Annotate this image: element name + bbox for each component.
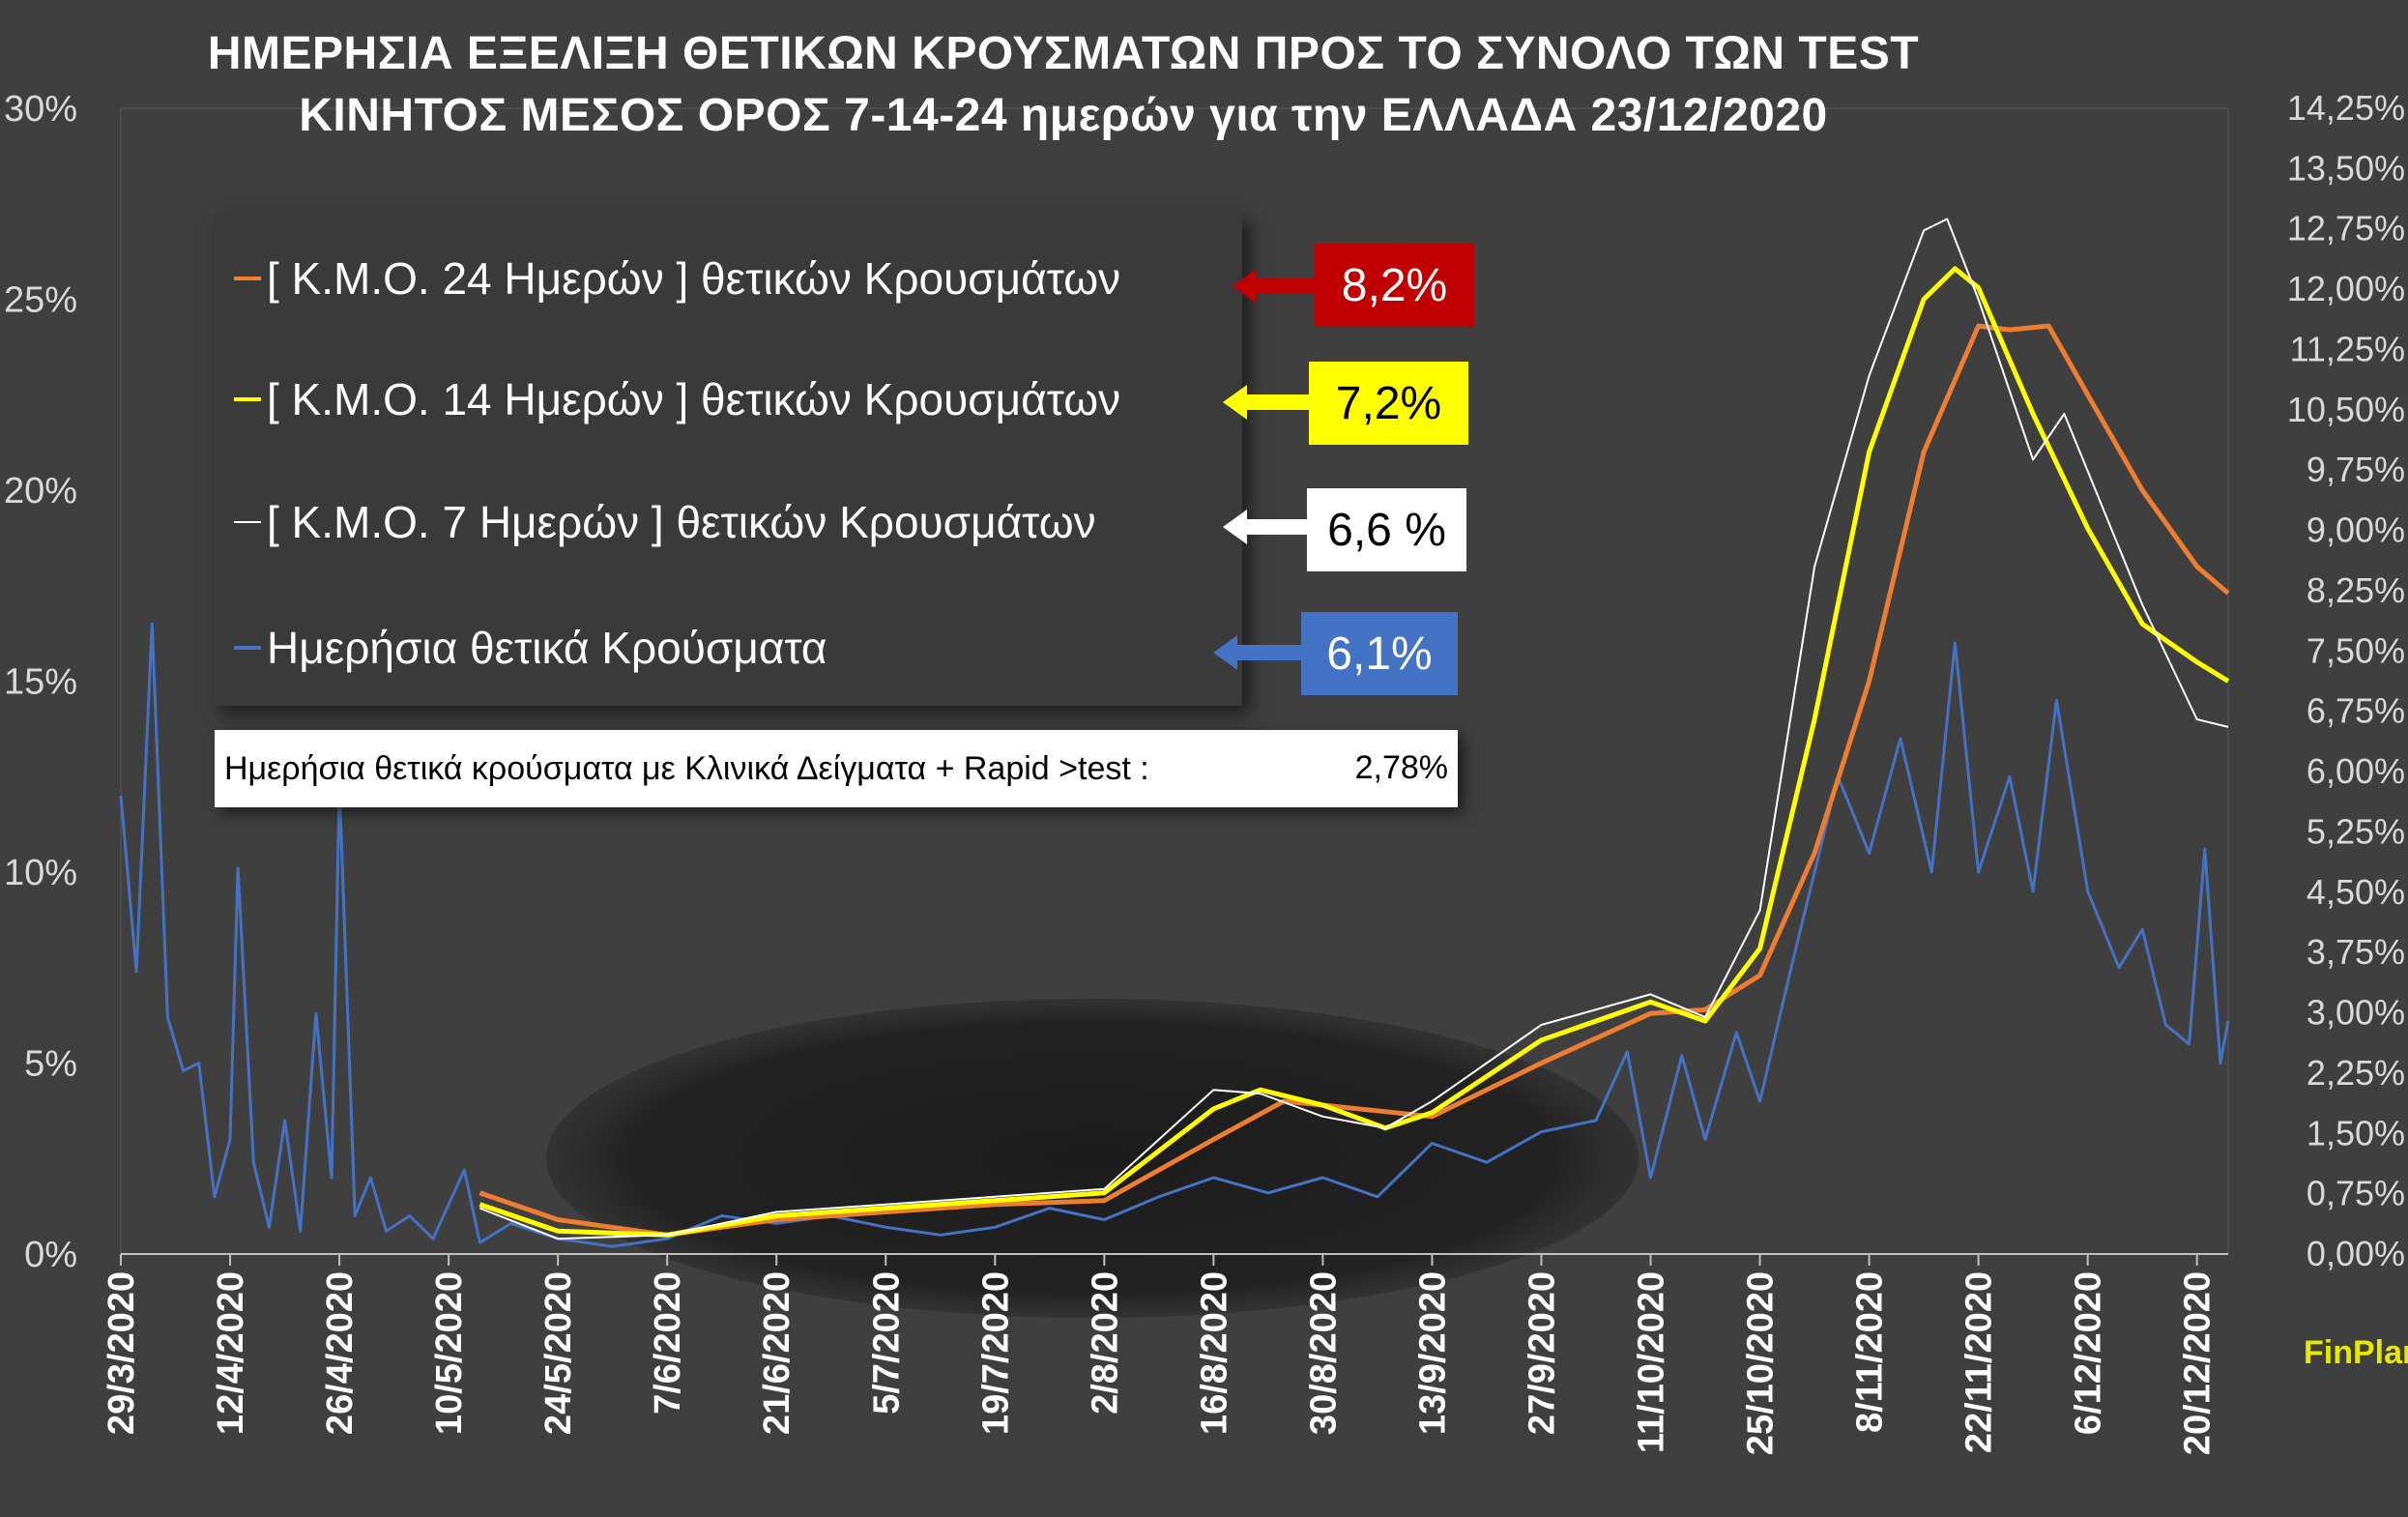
- legend: [ Κ.Μ.Ο. 24 Ημερών ] θετικών Κρουσμάτων …: [213, 213, 1242, 706]
- x-tick-label: 5/7/2020: [866, 1271, 907, 1415]
- x-tick-label: 11/10/2020: [1632, 1271, 1672, 1453]
- y-right-tick-label: 2,25%: [2306, 1053, 2405, 1093]
- y-left-tick-label: 10%: [4, 853, 77, 893]
- y-right-tick-label: 5,25%: [2306, 811, 2405, 851]
- y-right-tick-label: 11,25%: [2290, 329, 2405, 368]
- legend-label: Ημερήσια θετικά Κρούσματα: [267, 623, 827, 673]
- x-tick-label: 26/4/2020: [320, 1271, 361, 1435]
- y-right-tick-label: 12,75%: [2287, 209, 2405, 248]
- value-badge-daily: 6,1%: [1301, 612, 1458, 695]
- y-right-tick-label: 1,50%: [2306, 1113, 2405, 1152]
- series-line-0: [479, 323, 2230, 1238]
- y-right-tick-label: 3,00%: [2306, 993, 2405, 1033]
- y-right-tick-label: 6,75%: [2306, 691, 2405, 731]
- y-right-tick-label: 8,25%: [2306, 570, 2405, 610]
- arrow-left-icon: [1223, 385, 1310, 420]
- y-right-tick-label: 6,00%: [2306, 751, 2405, 791]
- legend-label: [ Κ.Μ.Ο. 24 Ημερών ] θετικών Κρουσμάτων: [267, 253, 1121, 304]
- y-left-tick-label: 30%: [4, 89, 77, 130]
- y-right-tick-label: 10,50%: [2287, 390, 2405, 429]
- x-tick-label: 13/9/2020: [1412, 1271, 1453, 1435]
- x-tick-label: 29/3/2020: [102, 1271, 142, 1435]
- series-line-3: [119, 622, 2230, 1248]
- legend-item-daily: Ημερήσια θετικά Κρούσματα: [234, 619, 827, 677]
- x-tick-label: 30/8/2020: [1303, 1271, 1344, 1435]
- chart-title-line-1: ΗΜΕΡΗΣΙΑ ΕΞΕΛΙΞΗ ΘΕΤΙΚΩΝ ΚΡΟΥΣΜΑΤΩΝ ΠΡΟΣ…: [207, 28, 1920, 79]
- x-tick-label: 19/7/2020: [975, 1271, 1016, 1435]
- y-left-tick-label: 5%: [24, 1044, 77, 1085]
- value-badge-kmo-24: 8,2%: [1315, 244, 1474, 327]
- x-tick-label: 10/5/2020: [429, 1271, 470, 1435]
- x-tick-label: 27/9/2020: [1522, 1271, 1562, 1435]
- x-tick-label: 22/11/2020: [1959, 1271, 2000, 1453]
- legend-item-kmo-7: [ Κ.Μ.Ο. 7 Ημερών ] θετικών Κρουσμάτων: [234, 493, 1096, 551]
- legend-swatch-white: [234, 521, 261, 523]
- y-right-tick-label: 7,50%: [2306, 630, 2405, 670]
- x-tick-label: 16/8/2020: [1194, 1271, 1234, 1435]
- x-tick-label: 25/10/2020: [1741, 1271, 1782, 1455]
- note-box: Ημερήσια θετικά κρούσματα με Κλινικά Δεί…: [215, 730, 1458, 807]
- arrow-left-icon: [1213, 635, 1305, 670]
- y-right-tick-label: 9,00%: [2306, 511, 2405, 550]
- y-left-tick-label: 20%: [4, 471, 77, 511]
- axis-layer: 0% 5% 10% 15% 20% 25% 30% 0,00% 0,75% 1,50% 2,25% 3…: [4, 88, 2405, 1455]
- brand-label: FinPlan.gr: [2304, 1334, 2408, 1371]
- y-right-tick-label: 0,75%: [2306, 1174, 2405, 1213]
- legend-item-kmo-14: [ Κ.Μ.Ο. 14 Ημερών ] θετικών Κρουσμάτων: [234, 370, 1120, 428]
- legend-item-kmo-24: [ Κ.Μ.Ο. 24 Ημερών ] θετικών Κρουσμάτων: [234, 249, 1120, 307]
- value-badge-kmo-7: 6,6 %: [1307, 488, 1466, 571]
- y-right-tick-label: 14,25%: [2287, 88, 2405, 128]
- value-badge-kmo-14: 7,2%: [1309, 362, 1468, 445]
- note-value: 2,78%: [1354, 749, 1448, 786]
- series-line-2: [479, 218, 2229, 1240]
- legend-swatch-yellow: [234, 397, 261, 401]
- series-layer: [119, 218, 2230, 1248]
- y-left-tick-label: 25%: [4, 280, 77, 321]
- x-tick-label: 7/6/2020: [648, 1271, 688, 1415]
- y-right-tick-label: 0,00%: [2306, 1234, 2405, 1273]
- y-right-tick-label: 12,00%: [2287, 269, 2405, 308]
- x-tick-label: 2/8/2020: [1085, 1271, 1125, 1415]
- y-left-tick-label: 15%: [4, 662, 77, 703]
- series-line-1: [479, 266, 2230, 1238]
- y-right-tick-label: 3,75%: [2306, 932, 2405, 972]
- y-right-tick-label: 4,50%: [2306, 872, 2405, 912]
- chart-title-line-2: ΚΙΝΗΤΟΣ ΜΕΣΟΣ ΟΡΟΣ 7-14-24 ημερών για τη…: [299, 90, 1828, 141]
- note-text: Ημερήσια θετικά κρούσματα με Κλινικά Δεί…: [224, 749, 1149, 787]
- x-tick-label: 6/12/2020: [2069, 1271, 2109, 1435]
- x-tick-label: 21/6/2020: [757, 1271, 798, 1435]
- x-tick-label: 12/4/2020: [211, 1271, 251, 1435]
- highlight-ellipse: [546, 999, 1639, 1318]
- x-tick-label: 20/12/2020: [2178, 1271, 2219, 1455]
- legend-swatch-orange: [234, 277, 261, 280]
- arrow-left-icon: [1223, 510, 1310, 544]
- x-tick-label: 8/11/2020: [1850, 1271, 1891, 1433]
- legend-swatch-blue: [234, 646, 261, 650]
- legend-label: [ Κ.Μ.Ο. 14 Ημερών ] θετικών Κρουσμάτων: [267, 374, 1121, 424]
- y-right-tick-label: 9,75%: [2306, 450, 2405, 489]
- x-tick-label: 24/5/2020: [538, 1271, 579, 1435]
- y-left-tick-label: 0%: [24, 1235, 77, 1275]
- y-right-tick-label: 13,50%: [2287, 148, 2405, 188]
- legend-label: [ Κ.Μ.Ο. 7 Ημερών ] θετικών Κρουσμάτων: [267, 497, 1096, 547]
- arrow-left-icon: [1233, 269, 1320, 304]
